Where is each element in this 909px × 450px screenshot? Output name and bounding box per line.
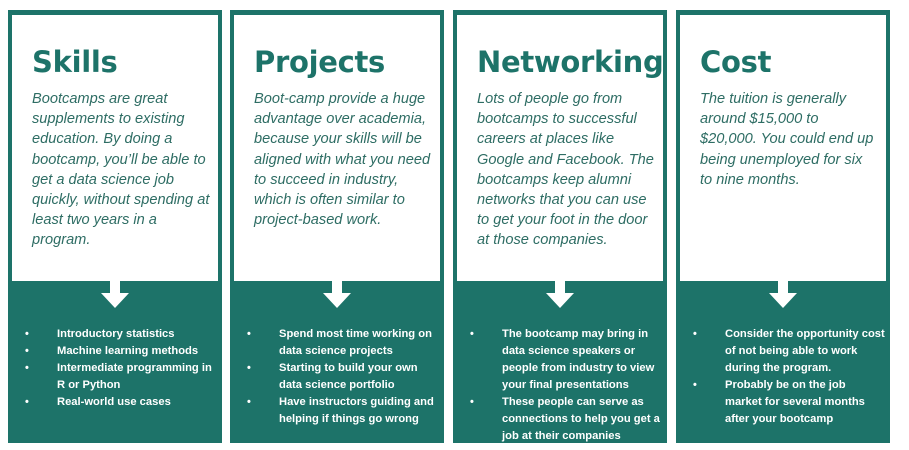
bullet-item: Introductory statistics xyxy=(25,326,217,343)
bullet-item: Probably be on the job market for severa… xyxy=(693,377,885,428)
column-networking: Networking Lots of people go from bootca… xyxy=(453,10,667,443)
column-skills: Skills Bootcamps are great supplements t… xyxy=(8,10,222,443)
cost-bullet-list: Consider the opportunity cost of not bei… xyxy=(693,326,885,428)
skills-bullet-list: Introductory statistics Machine learning… xyxy=(25,326,217,411)
down-arrow-icon xyxy=(769,276,797,308)
projects-bullet-list: Spend most time working on data science … xyxy=(247,326,439,428)
networking-title: Networking xyxy=(477,45,664,79)
bullet-item: The bootcamp may bring in data science s… xyxy=(470,326,662,394)
bullet-item: These people can serve as connections to… xyxy=(470,394,662,445)
projects-card: Projects Boot-camp provide a huge advant… xyxy=(230,10,444,285)
cost-title: Cost xyxy=(700,45,772,79)
bullet-item: Intermediate programming in R or Python xyxy=(25,360,217,394)
cost-description: The tuition is generally around $15,000 … xyxy=(700,91,874,188)
bullet-item: Machine learning methods xyxy=(25,343,217,360)
column-projects: Projects Boot-camp provide a huge advant… xyxy=(230,10,444,443)
skills-title: Skills xyxy=(32,45,118,79)
networking-card: Networking Lots of people go from bootca… xyxy=(453,10,667,285)
down-arrow-icon xyxy=(546,276,574,308)
cost-card: Cost The tuition is generally around $15… xyxy=(676,10,890,285)
bullet-item: Real-world use cases xyxy=(25,394,217,411)
networking-description: Lots of people go from bootcamps to succ… xyxy=(477,91,654,249)
bullet-item: Consider the opportunity cost of not bei… xyxy=(693,326,885,377)
bullet-item: Have instructors guiding and helping if … xyxy=(247,394,439,428)
bullet-item: Starting to build your own data science … xyxy=(247,360,439,394)
skills-card: Skills Bootcamps are great supplements t… xyxy=(8,10,222,285)
networking-bullet-list: The bootcamp may bring in data science s… xyxy=(470,326,662,445)
down-arrow-icon xyxy=(101,276,129,308)
column-cost: Cost The tuition is generally around $15… xyxy=(676,10,890,443)
skills-description: Bootcamps are great supplements to exist… xyxy=(32,91,210,249)
bullet-item: Spend most time working on data science … xyxy=(247,326,439,360)
projects-title: Projects xyxy=(254,45,386,79)
projects-description: Boot-camp provide a huge advantage over … xyxy=(254,91,431,229)
down-arrow-icon xyxy=(323,276,351,308)
